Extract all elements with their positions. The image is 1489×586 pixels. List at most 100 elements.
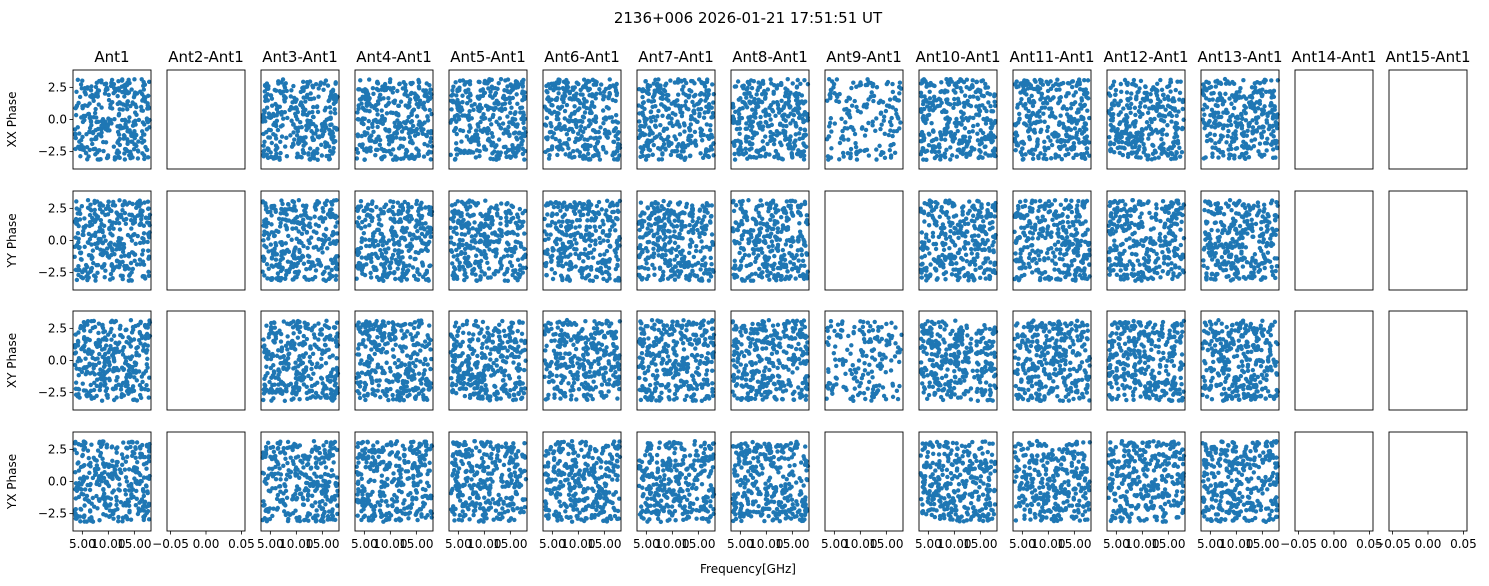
data-point <box>428 263 433 268</box>
data-point <box>119 117 125 123</box>
data-point <box>491 112 496 118</box>
data-point <box>334 127 339 132</box>
data-point <box>508 110 513 116</box>
data-point <box>958 150 963 155</box>
data-point <box>566 146 571 151</box>
data-point <box>375 255 381 261</box>
data-point <box>74 199 79 204</box>
data-point <box>1146 153 1151 158</box>
data-point <box>132 217 138 222</box>
data-point <box>770 107 775 113</box>
data-point <box>307 146 313 151</box>
data-point <box>708 123 713 128</box>
data-point <box>1068 106 1074 111</box>
data-point <box>864 102 870 107</box>
data-point <box>567 89 573 94</box>
data-point <box>1033 120 1038 126</box>
data-point <box>325 246 330 251</box>
data-point <box>977 147 982 153</box>
data-point <box>1069 84 1075 90</box>
data-point <box>427 96 433 101</box>
data-point <box>779 98 784 104</box>
data-point <box>323 125 328 131</box>
data-point <box>1259 154 1265 159</box>
data-point <box>271 132 276 137</box>
data-point <box>128 260 134 266</box>
data-point <box>146 273 152 279</box>
data-point <box>282 94 288 100</box>
data-point <box>453 156 458 162</box>
data-point <box>78 257 84 262</box>
data-point <box>610 97 615 103</box>
data-point <box>80 105 85 111</box>
data-point <box>394 112 399 117</box>
data-point <box>89 215 95 221</box>
data-point <box>477 153 482 159</box>
data-point <box>426 129 431 134</box>
data-point <box>298 213 304 218</box>
data-point <box>132 252 137 257</box>
data-point <box>1154 93 1160 98</box>
data-point <box>767 152 772 157</box>
data-point <box>829 146 834 151</box>
data-point <box>680 141 686 146</box>
data-point <box>1224 140 1229 145</box>
data-point <box>477 79 482 85</box>
data-point <box>91 94 96 100</box>
data-point <box>890 133 895 139</box>
data-point <box>298 100 304 105</box>
data-point <box>761 145 766 150</box>
data-point <box>449 248 454 253</box>
data-point <box>752 111 757 117</box>
data-point <box>309 129 314 134</box>
data-point <box>744 126 750 131</box>
data-point <box>460 99 465 105</box>
data-point <box>674 148 680 154</box>
data-point <box>689 133 694 139</box>
data-point <box>419 260 425 265</box>
data-point <box>587 93 592 98</box>
data-point <box>425 114 430 119</box>
data-point <box>367 237 372 243</box>
data-point <box>1165 94 1171 99</box>
data-point <box>701 132 706 138</box>
data-point <box>578 92 583 97</box>
data-point <box>1086 140 1092 145</box>
column-title-9: Ant10-Ant1 <box>915 48 1000 66</box>
data-point <box>454 112 460 118</box>
data-point <box>1255 106 1261 111</box>
data-point <box>142 156 147 162</box>
data-point <box>591 82 596 87</box>
data-point <box>552 86 557 91</box>
data-point <box>705 154 711 159</box>
data-point <box>362 147 367 153</box>
data-point <box>653 104 658 109</box>
data-point <box>1025 114 1031 119</box>
data-point <box>396 248 401 253</box>
data-point <box>280 265 285 271</box>
data-point <box>688 153 693 158</box>
data-point <box>132 258 137 264</box>
data-point <box>290 264 296 270</box>
data-point <box>1063 152 1068 158</box>
data-point <box>598 125 603 130</box>
data-point <box>1209 91 1214 96</box>
data-point <box>740 84 745 89</box>
data-point <box>262 115 267 120</box>
data-point <box>476 142 481 147</box>
data-point <box>1207 97 1212 103</box>
data-point <box>1028 122 1034 127</box>
data-point <box>384 241 389 246</box>
data-point <box>560 147 565 152</box>
data-point <box>563 81 569 86</box>
data-point <box>520 84 525 89</box>
data-point <box>574 124 579 130</box>
data-point <box>741 152 746 157</box>
data-point <box>354 146 359 152</box>
panel-r0-c6 <box>636 69 716 170</box>
data-point <box>403 82 408 87</box>
data-point <box>319 122 325 127</box>
data-point <box>517 206 523 212</box>
data-point <box>1119 89 1124 94</box>
data-point <box>1213 84 1219 89</box>
